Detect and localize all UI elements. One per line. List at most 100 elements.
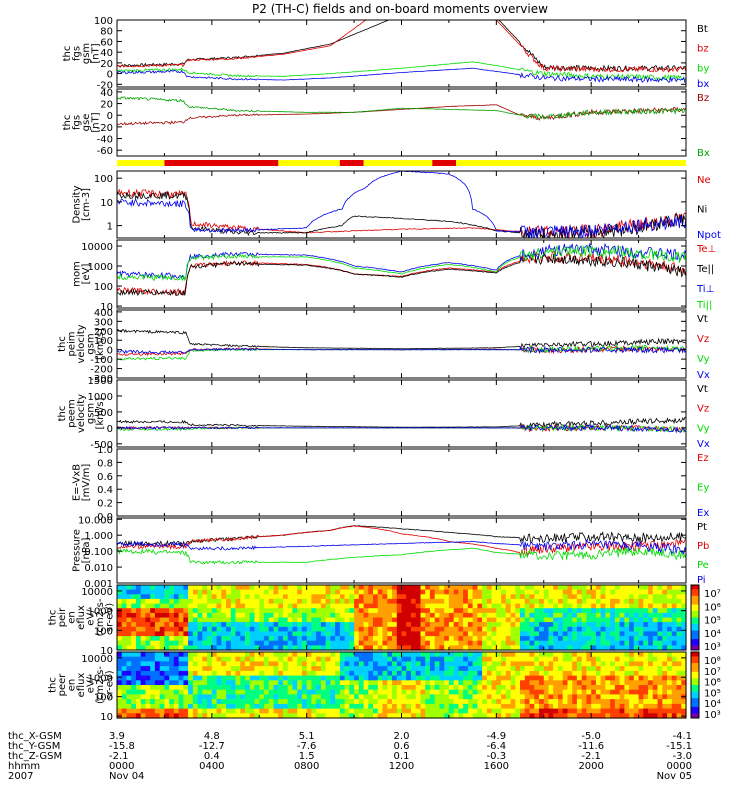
- spec-cell: [249, 652, 256, 658]
- spec-cell: [576, 656, 583, 662]
- spec-cell: [226, 608, 232, 614]
- spec-cell: [117, 603, 123, 609]
- spec-cell: [629, 680, 635, 686]
- spec-cell: [278, 708, 284, 714]
- spec-cell: [439, 685, 445, 691]
- spec-cell: [197, 713, 203, 719]
- spec-cell: [600, 631, 606, 637]
- spec-cell: [240, 661, 246, 667]
- spec-cell: [264, 640, 270, 646]
- spec-cell: [420, 608, 426, 614]
- spec-cell: [330, 703, 336, 710]
- spec-cell: [558, 708, 564, 714]
- spec-cell: [254, 612, 260, 619]
- spec-cell: [259, 608, 265, 614]
- colorbar-segment: [691, 711, 699, 715]
- spec-cell: [159, 585, 165, 591]
- spec-cell: [524, 689, 531, 695]
- spec-cell: [401, 640, 407, 646]
- spec-cell: [425, 652, 431, 658]
- spec-cell: [543, 603, 550, 609]
- spec-cell: [373, 598, 379, 605]
- spec-cell: [235, 670, 241, 677]
- colorbar-segment: [691, 611, 699, 614]
- spec-cell: [591, 708, 597, 714]
- spec-cell: [159, 645, 165, 651]
- spec-cell: [534, 622, 540, 628]
- spec-cell: [448, 636, 455, 642]
- spec-cell: [401, 612, 407, 619]
- spec-cell: [505, 603, 512, 609]
- spec-cell: [539, 675, 545, 681]
- spec-cell: [671, 631, 678, 637]
- spec-cell: [477, 603, 483, 609]
- spec-cell: [467, 675, 474, 681]
- colorbar-segment: [691, 602, 699, 605]
- spec-cell: [306, 666, 312, 672]
- spec-cell: [429, 585, 436, 591]
- spec-cell: [202, 626, 208, 632]
- spec-cell: [169, 617, 175, 623]
- spec-cell: [411, 608, 417, 614]
- spec-cell: [131, 713, 137, 719]
- spec-cell: [150, 589, 156, 595]
- spec-cell: [202, 694, 208, 700]
- spec-cell: [662, 689, 668, 695]
- spec-cell: [453, 617, 459, 623]
- spec-cell: [543, 626, 550, 632]
- spec-cell: [396, 666, 403, 672]
- spec-cell: [425, 636, 431, 642]
- spec-cell: [382, 626, 388, 632]
- spec-cell: [467, 617, 474, 623]
- spec-cell: [444, 622, 450, 628]
- spec-cell: [510, 617, 516, 623]
- spec-cell: [164, 617, 170, 623]
- spec-cell: [553, 612, 559, 619]
- spec-cell: [505, 640, 512, 646]
- spec-cell: [553, 645, 559, 651]
- spec-cell: [429, 652, 436, 658]
- spec-cell: [619, 603, 625, 609]
- spec-cell: [145, 603, 151, 609]
- ylabel-density: [cm-3]: [81, 188, 92, 221]
- spec-cell: [235, 631, 241, 637]
- spec-cell: [320, 640, 327, 646]
- spec-cell: [667, 699, 673, 705]
- spec-cell: [444, 603, 450, 609]
- spec-cell: [600, 685, 606, 691]
- spec-cell: [382, 636, 388, 642]
- spec-cell: [297, 622, 303, 628]
- spec-cell: [278, 603, 284, 609]
- spec-cell: [567, 603, 573, 609]
- spec-cell: [387, 622, 393, 628]
- colorbar-segment: [691, 645, 699, 649]
- spec-cell: [491, 608, 497, 614]
- spec-cell: [192, 670, 199, 677]
- spec-cell: [477, 594, 483, 600]
- spec-cell: [576, 594, 583, 600]
- spec-cell: [595, 645, 602, 651]
- spec-cell: [396, 694, 403, 700]
- spec-cell: [335, 636, 341, 642]
- spec-cell: [510, 685, 516, 691]
- spec-cell: [633, 603, 640, 609]
- spec-cell: [543, 689, 550, 695]
- spec-cell: [268, 617, 274, 623]
- spec-cell: [667, 694, 673, 700]
- spec-cell: [520, 694, 526, 700]
- spec-cell: [169, 640, 175, 646]
- spec-cell: [259, 661, 265, 667]
- spec-cell: [567, 612, 573, 619]
- spec-cell: [292, 652, 298, 658]
- spec-cell: [676, 708, 682, 714]
- spec-cell: [638, 603, 644, 609]
- spec-cell: [586, 694, 592, 700]
- spec-cell: [164, 703, 170, 710]
- spec-cell: [301, 645, 308, 651]
- spec-cell: [629, 622, 635, 628]
- spec-cell: [178, 689, 184, 695]
- spec-cell: [467, 689, 474, 695]
- spec-cell: [192, 666, 199, 672]
- spec-cell: [605, 680, 611, 686]
